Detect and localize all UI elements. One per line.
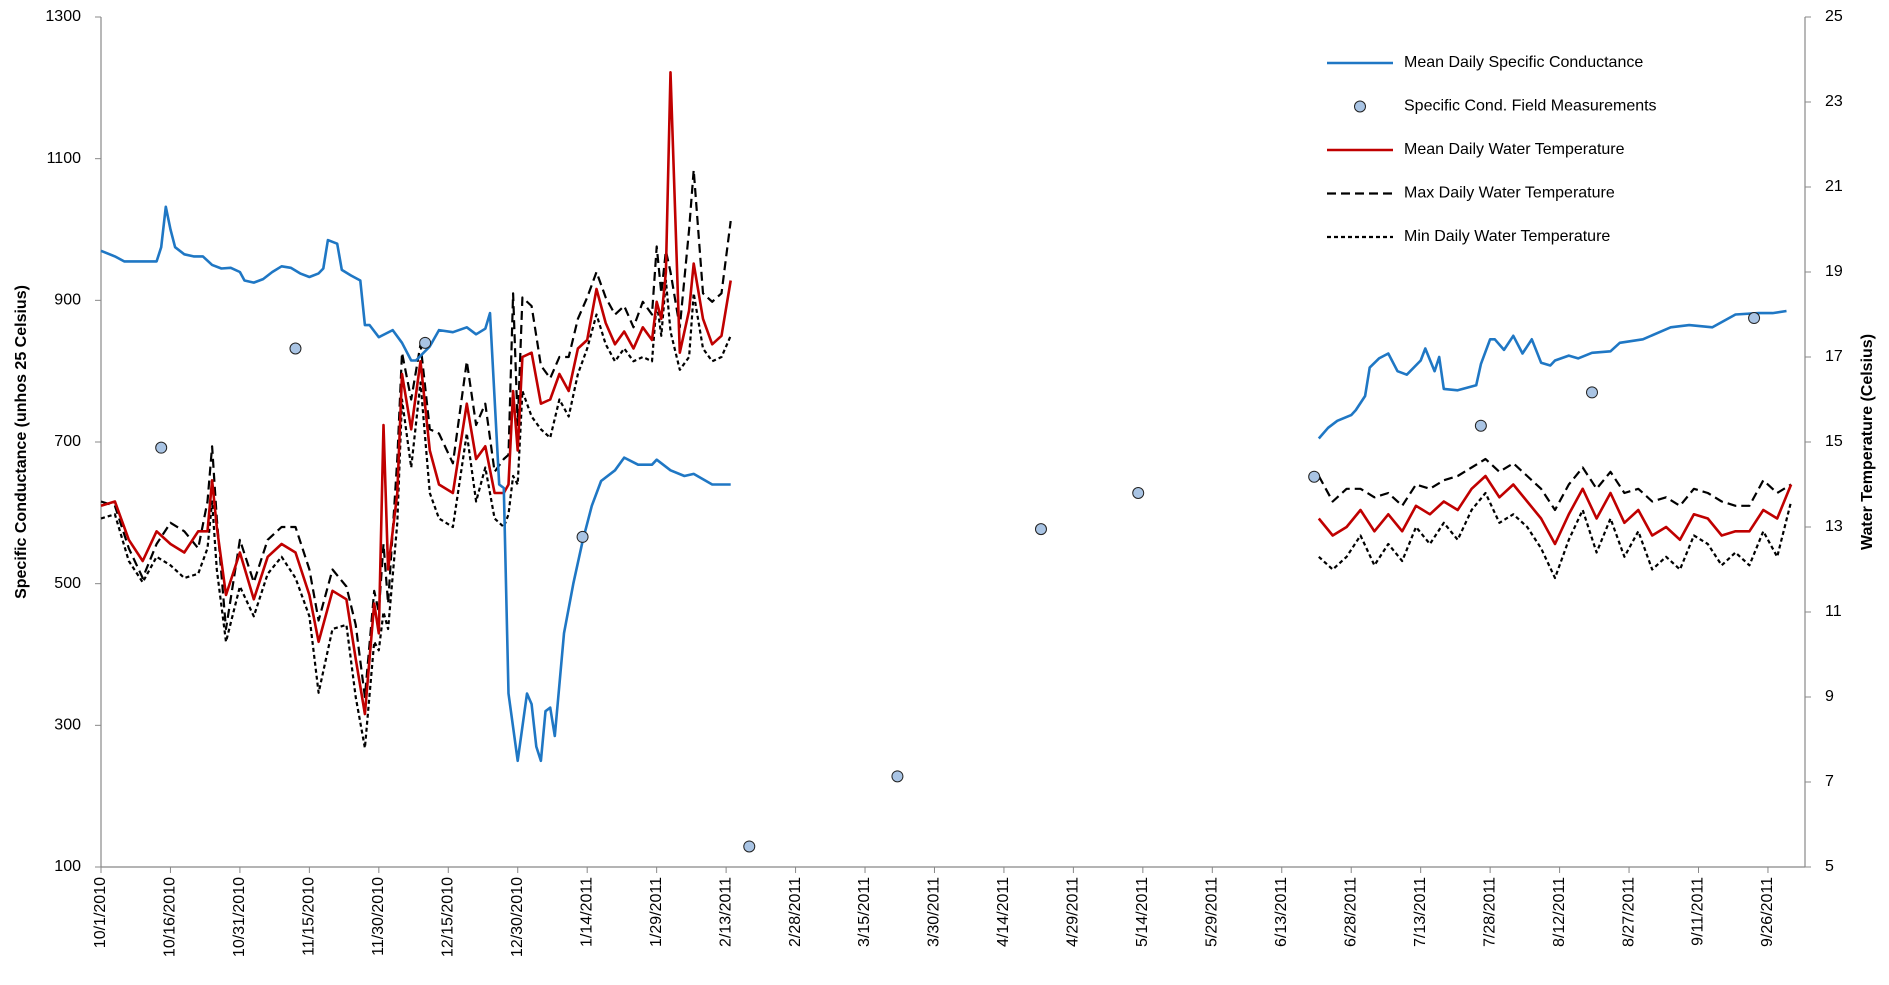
x-tick-label: 6/13/2011 bbox=[1273, 877, 1290, 947]
y-tick-label: 300 bbox=[54, 717, 81, 734]
x-tick-label: 1/14/2011 bbox=[578, 877, 595, 947]
y2-tick-label: 15 bbox=[1825, 433, 1843, 450]
field-measurement bbox=[1474, 419, 1487, 432]
x-tick-label: 5/14/2011 bbox=[1134, 877, 1151, 947]
x-tick-label: 9/26/2011 bbox=[1759, 877, 1776, 947]
x-tick-label: 4/14/2011 bbox=[995, 877, 1012, 947]
x-tick-label: 2/28/2011 bbox=[787, 877, 804, 947]
x-tick-label: 7/13/2011 bbox=[1412, 877, 1429, 947]
y-tick-label: 500 bbox=[54, 575, 81, 592]
series-line bbox=[100, 279, 1793, 750]
x-tick-label: 6/28/2011 bbox=[1342, 877, 1359, 947]
field-measurement bbox=[1132, 487, 1145, 499]
y-tick-label: 1100 bbox=[47, 150, 82, 167]
series-line bbox=[100, 71, 1793, 716]
y-tick-label: 100 bbox=[54, 858, 81, 875]
field-measurement bbox=[1308, 470, 1321, 483]
x-tick-label: 12/15/2010 bbox=[440, 877, 457, 957]
legend-label: Mean Daily Water Temperature bbox=[1404, 141, 1625, 158]
y2-tick-label: 17 bbox=[1825, 348, 1843, 365]
legend-label: Min Daily Water Temperature bbox=[1404, 228, 1610, 245]
x-tick-label: 3/15/2011 bbox=[856, 877, 873, 947]
x-tick-label: 9/11/2011 bbox=[1690, 877, 1707, 946]
y-tick-label: 1300 bbox=[45, 8, 81, 25]
y2-tick-label: 7 bbox=[1825, 773, 1834, 790]
field-measurement bbox=[419, 336, 432, 349]
x-tick-label: 10/1/2010 bbox=[92, 877, 109, 948]
y2-tick-label: 9 bbox=[1825, 688, 1834, 705]
field-measurement bbox=[1748, 312, 1761, 325]
field-measurement bbox=[891, 770, 904, 783]
x-tick-label: 7/28/2011 bbox=[1481, 877, 1498, 947]
series-line bbox=[100, 205, 1787, 763]
field-measurement bbox=[1034, 523, 1047, 536]
y2-tick-label: 5 bbox=[1825, 858, 1834, 875]
x-tick-label: 5/29/2011 bbox=[1204, 877, 1221, 947]
x-tick-label: 10/16/2010 bbox=[162, 877, 179, 957]
field-measurement bbox=[743, 840, 756, 853]
x-tick-label: 8/27/2011 bbox=[1620, 877, 1637, 947]
y-tick-label: 700 bbox=[54, 433, 81, 450]
y2-tick-label: 23 bbox=[1825, 93, 1843, 110]
x-tick-label: 10/31/2010 bbox=[231, 877, 248, 957]
legend-label: Max Daily Water Temperature bbox=[1404, 185, 1615, 202]
y2-tick-label: 25 bbox=[1825, 8, 1843, 25]
x-tick-label: 1/29/2011 bbox=[648, 877, 665, 947]
x-tick-label: 3/30/2011 bbox=[926, 877, 943, 947]
x-tick-label: 4/29/2011 bbox=[1065, 877, 1082, 947]
field-measurement bbox=[576, 530, 589, 543]
legend-label: Specific Cond. Field Measurements bbox=[1404, 98, 1657, 115]
x-tick-label: 2/13/2011 bbox=[717, 877, 734, 947]
field-measurement bbox=[155, 441, 168, 454]
x-tick-label: 12/30/2010 bbox=[509, 877, 526, 957]
y2-tick-label: 13 bbox=[1825, 518, 1843, 535]
y2-axis-title: Water Temperature (Celsius) bbox=[1859, 334, 1876, 550]
y2-tick-label: 11 bbox=[1825, 603, 1842, 620]
field-measurement bbox=[289, 342, 302, 355]
x-tick-label: 8/12/2011 bbox=[1551, 877, 1568, 947]
x-tick-label: 11/30/2010 bbox=[370, 877, 387, 956]
legend-marker bbox=[1354, 100, 1366, 113]
x-tick-label: 11/15/2010 bbox=[301, 877, 318, 956]
legend-label: Mean Daily Specific Conductance bbox=[1404, 54, 1643, 71]
y-axis-title: Specific Conductance (unhos 25 Celsius) bbox=[13, 285, 30, 599]
y2-tick-label: 21 bbox=[1825, 178, 1843, 195]
series-line bbox=[100, 168, 1792, 699]
y2-tick-label: 19 bbox=[1825, 263, 1843, 280]
field-measurement bbox=[1586, 386, 1598, 399]
y-tick-label: 900 bbox=[54, 292, 81, 309]
